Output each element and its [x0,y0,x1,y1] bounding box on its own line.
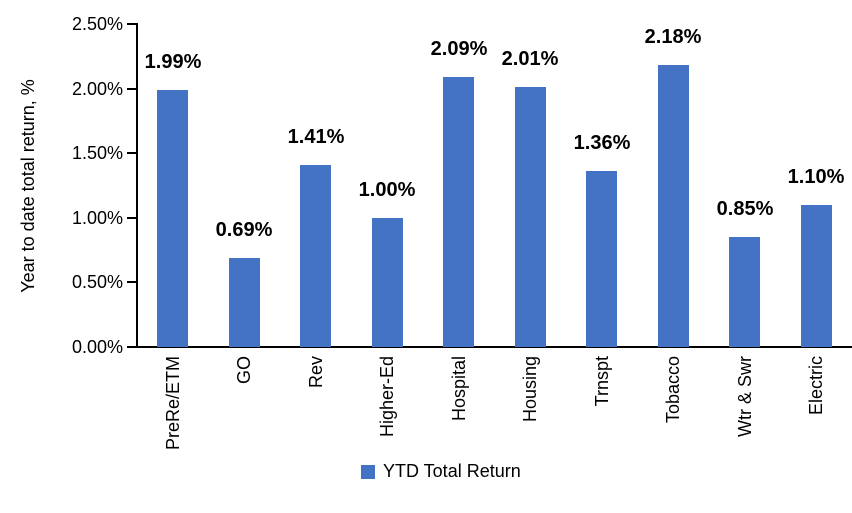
data-label-Hospital: 2.09% [430,38,488,60]
bar-Tobacco [658,65,689,347]
y-tick-label: 0.00% [71,337,123,357]
x-label-Housing: Housing [520,356,540,423]
data-label-Housing: 2.01% [501,48,559,70]
x-axis-line [127,346,852,348]
legend: YTD Total Return [361,461,521,482]
legend-label: YTD Total Return [383,461,521,481]
y-tick-label: 1.50% [71,143,123,164]
data-label-PreRe/ETM: 1.99% [144,51,202,73]
data-label-GO: 0.69% [215,219,273,241]
bar-Electric [801,205,832,347]
bar-GO [229,258,260,347]
data-label-Tobacco: 2.18% [644,26,702,48]
y-tick [127,87,137,90]
data-label-Higher-Ed: 1.00% [358,179,416,201]
x-label-Higher-Ed: Higher-Ed [377,356,397,438]
data-label-Trnspt: 1.36% [573,132,631,154]
x-label-Rev: Rev [306,356,326,389]
bar-Housing [515,87,546,347]
data-label-Rev: 1.41% [287,126,345,148]
bar-Higher-Ed [372,218,403,347]
y-axis-line [136,23,138,348]
x-label-Electric: Electric [806,356,826,416]
x-label-Wtr & Swr: Wtr & Swr [735,356,755,437]
y-tick-label: 2.50% [71,14,123,34]
y-tick [127,152,137,155]
y-tick [127,281,137,284]
x-label-Hospital: Hospital [449,356,469,422]
bar-Rev [300,165,331,347]
x-label-GO: GO [234,356,254,385]
y-tick-label: 2.00% [71,78,123,99]
data-label-Wtr & Swr: 0.85% [716,198,774,220]
legend-swatch [361,464,375,479]
bar-PreRe/ETM [157,90,188,347]
bar-Wtr & Swr [729,237,760,347]
data-label-Electric: 1.10% [787,166,845,188]
y-tick [127,216,137,219]
y-tick [127,23,137,25]
x-label-PreRe/ETM: PreRe/ETM [163,356,183,451]
x-label-Tobacco: Tobacco [663,356,683,424]
y-tick [127,346,137,348]
y-tick-label: 1.00% [71,207,123,228]
bar-Hospital [443,77,474,347]
x-label-Trnspt: Trnspt [592,356,612,407]
bar-Trnspt [586,171,617,347]
y-tick-label: 0.50% [71,272,123,293]
